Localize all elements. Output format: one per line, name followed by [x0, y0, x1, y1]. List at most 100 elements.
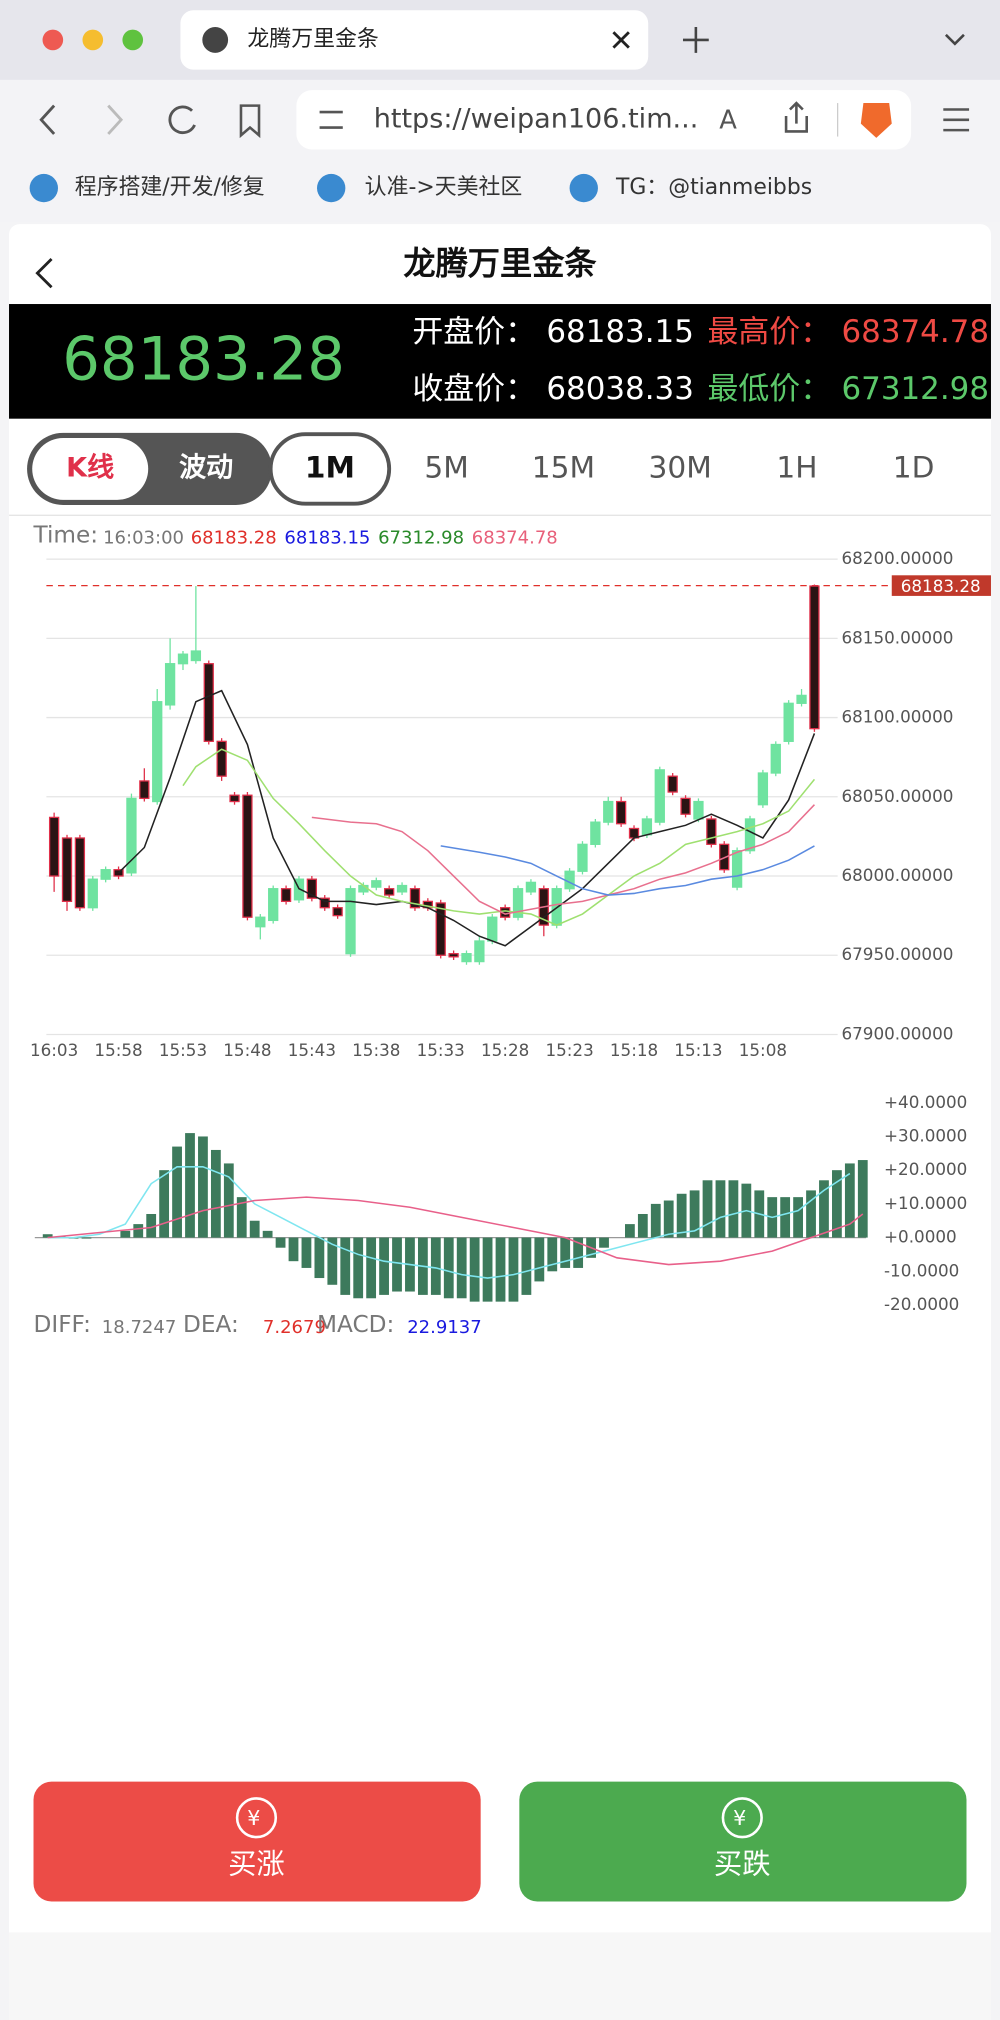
- candle-body: [126, 797, 137, 874]
- candle-body: [654, 769, 665, 823]
- url-bar[interactable]: [296, 90, 912, 150]
- translate-icon[interactable]: A: [719, 106, 737, 136]
- tab-close[interactable]: [612, 31, 630, 49]
- site-settings[interactable]: [319, 110, 343, 129]
- candle-body: [396, 884, 408, 893]
- info-time: 16:03:00: [103, 527, 184, 548]
- bookmark[interactable]: TG：@tianmeibbs: [615, 175, 812, 200]
- footer: [9, 1932, 991, 2020]
- yen-glyph: ¥: [247, 1806, 260, 1830]
- page-title: 龙腾万里金条: [403, 244, 597, 282]
- new-tab[interactable]: [682, 27, 709, 53]
- info-value: 67312.98: [378, 527, 464, 548]
- bar: [650, 1203, 661, 1238]
- reload[interactable]: [168, 105, 196, 135]
- candle-body: [139, 780, 150, 800]
- bar: [159, 1170, 170, 1238]
- value: 68183.15: [546, 314, 693, 350]
- bar: [857, 1160, 868, 1238]
- share[interactable]: [784, 101, 808, 133]
- quote-band: [9, 304, 991, 419]
- y-tick-label: +0.0000: [884, 1227, 957, 1247]
- period-tab[interactable]: 1M: [305, 449, 355, 484]
- legend-label: DEA:: [183, 1311, 239, 1338]
- candle-body: [242, 794, 253, 918]
- candle-body: [113, 869, 124, 877]
- bookmark[interactable]: 认准->天美社区: [365, 175, 523, 200]
- y-tick-label: +20.0000: [884, 1159, 967, 1179]
- period-tab[interactable]: 1H: [776, 449, 817, 484]
- bookmark-icon: [29, 173, 58, 203]
- last-price-label: 68183.28: [901, 576, 981, 596]
- tab[interactable]: [180, 10, 649, 70]
- line: [47, 1196, 864, 1266]
- candle-body: [487, 916, 498, 942]
- candle-body: [203, 663, 214, 742]
- y-tick-label: -10.0000: [884, 1260, 959, 1280]
- bar: [392, 1237, 402, 1292]
- y-tick-label: -20.0000: [884, 1294, 959, 1314]
- bar: [832, 1170, 842, 1238]
- bar: [172, 1146, 182, 1238]
- x-tick-label: 15:53: [159, 1040, 207, 1060]
- bar: [793, 1197, 803, 1238]
- candle-body: [306, 878, 318, 899]
- candle-body: [371, 880, 382, 888]
- tab-menu[interactable]: [944, 33, 965, 46]
- button-label[interactable]: 买涨: [228, 1847, 285, 1880]
- brave-icon[interactable]: [860, 103, 892, 138]
- bar: [676, 1193, 687, 1238]
- info-value: 68183.15: [284, 527, 370, 548]
- period-tab[interactable]: 30M: [649, 449, 712, 484]
- candle-body: [641, 818, 653, 836]
- bar: [314, 1237, 325, 1279]
- candle-body: [809, 585, 820, 730]
- x-tick-label: 15:58: [94, 1040, 142, 1060]
- yen-icon: [721, 1797, 763, 1839]
- bar: [366, 1237, 377, 1299]
- candle-body: [474, 940, 485, 963]
- zoom-dot[interactable]: [122, 29, 144, 51]
- forward[interactable]: [107, 104, 124, 135]
- period-tab[interactable]: 5M: [424, 449, 468, 484]
- bar: [728, 1180, 739, 1238]
- buy-up[interactable]: [33, 1781, 481, 1902]
- bar: [223, 1163, 234, 1238]
- menu[interactable]: [943, 108, 970, 132]
- mode-active[interactable]: [32, 438, 149, 500]
- period-tab[interactable]: 15M: [532, 449, 595, 484]
- bar: [456, 1237, 467, 1299]
- bookmark-icon: [317, 173, 346, 203]
- candle-body: [693, 800, 704, 820]
- y-tick-label: 68200.00000: [841, 548, 953, 568]
- period-tab[interactable]: 1D: [893, 449, 935, 484]
- close-dot[interactable]: [42, 29, 64, 51]
- tab-title: 龙腾万里金条: [247, 27, 378, 52]
- bookmark[interactable]: 程序搭建/开发/修复: [75, 175, 265, 200]
- mode-tab[interactable]: 波动: [179, 452, 233, 483]
- legend-label: MACD:: [317, 1311, 394, 1338]
- candle-body: [280, 888, 292, 903]
- bookmark[interactable]: [239, 104, 261, 139]
- back-button[interactable]: [35, 257, 53, 289]
- candle-body: [680, 797, 691, 815]
- candle-body: [268, 888, 279, 922]
- periods: 1M 5M 15M 30M 1H 1D: [305, 449, 935, 484]
- period-active[interactable]: [268, 432, 392, 506]
- y-tick-label: 67900.00000: [841, 1023, 953, 1043]
- back[interactable]: [39, 104, 56, 135]
- button-label[interactable]: 买跌: [714, 1847, 771, 1880]
- bar: [430, 1237, 441, 1295]
- bar: [120, 1230, 131, 1238]
- x-tick-label: 15:43: [288, 1040, 336, 1060]
- candle-body: [757, 772, 769, 806]
- label: 最高价：: [707, 314, 831, 350]
- bar: [573, 1237, 584, 1268]
- mode-tab[interactable]: K线: [66, 452, 114, 483]
- page: [9, 224, 991, 2020]
- bar: [210, 1149, 221, 1238]
- minimize-dot[interactable]: [82, 29, 104, 51]
- buy-down[interactable]: [519, 1781, 967, 1902]
